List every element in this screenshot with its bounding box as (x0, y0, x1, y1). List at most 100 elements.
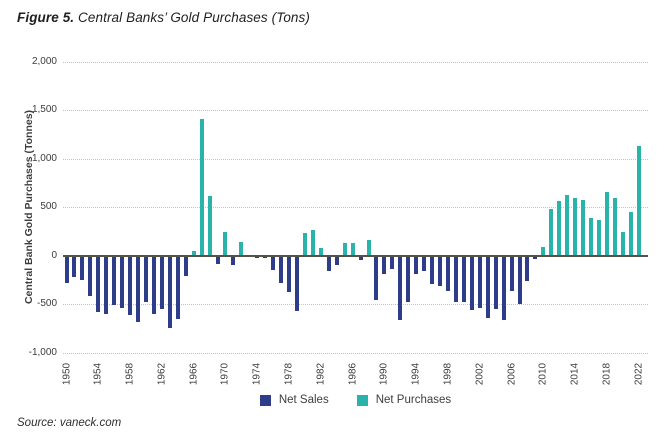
x-tick-label-1994: 1994 (410, 362, 422, 386)
x-tick-label-1998: 1998 (442, 362, 454, 386)
bar-1980 (302, 232, 307, 256)
x-tick-label-1974: 1974 (251, 362, 263, 386)
figure-number: Figure 5. (17, 10, 75, 25)
x-tick-label-1982: 1982 (315, 362, 327, 386)
bar-1998 (446, 255, 450, 292)
bar-1983 (326, 255, 331, 271)
bar-2010 (541, 247, 546, 256)
bar-1994 (414, 255, 419, 274)
y-tick-label--1000: -1,000 (28, 346, 57, 358)
x-tick-label-2006: 2006 (506, 362, 517, 386)
x-tick-label-1986: 1986 (347, 362, 359, 386)
bar-2016 (589, 217, 593, 256)
x-tick-label-1978: 1978 (283, 362, 295, 386)
zero-axis-line (63, 254, 648, 257)
bar-2014 (573, 197, 578, 256)
bar-2005 (501, 255, 506, 320)
bar-1993 (406, 255, 411, 303)
y-tick-label-1000: 1,000 (31, 152, 57, 164)
bar-1992 (398, 255, 403, 321)
x-tick-label-2018: 2018 (601, 362, 613, 386)
bar-1981 (310, 229, 315, 256)
bar-1970 (223, 232, 228, 256)
bar-1968 (207, 195, 212, 256)
x-tick-label-2022: 2022 (633, 362, 645, 386)
bar-1986 (350, 242, 355, 256)
bar-2022 (636, 145, 641, 256)
bar-1976 (271, 255, 276, 271)
bar-1977 (279, 255, 284, 283)
bar-2017 (597, 219, 601, 256)
gridline-1000 (63, 158, 648, 160)
net-sales-label: Net Sales (278, 394, 329, 406)
figure-title-text: Central Banks’ Gold Purchases (Tons) (74, 10, 310, 25)
legend-item-net-purchases: Net Purchases (356, 394, 451, 406)
bar-1954 (96, 255, 101, 313)
bar-1952 (80, 255, 85, 281)
bar-2002 (477, 255, 482, 308)
x-tick-label-1962: 1962 (156, 362, 168, 386)
bar-1996 (430, 255, 435, 284)
bar-1964 (175, 255, 180, 320)
bar-1979 (295, 255, 299, 312)
bar-1999 (453, 255, 458, 303)
bar-2007 (517, 255, 522, 304)
bar-2011 (549, 209, 554, 256)
x-tick-label-1990: 1990 (378, 362, 390, 386)
x-tick-label-1966: 1966 (188, 362, 200, 386)
bar-1956 (112, 255, 117, 306)
x-tick-label-1958: 1958 (124, 362, 136, 386)
bar-1959 (136, 255, 140, 322)
x-tick-label-1950: 1950 (61, 362, 72, 386)
y-tick-label-0: 0 (51, 249, 57, 261)
bar-2015 (581, 200, 586, 256)
bar-2008 (525, 255, 530, 281)
bar-1978 (287, 255, 291, 293)
bar-2006 (509, 255, 514, 292)
bar-2000 (461, 255, 466, 303)
x-tick-label-2002: 2002 (474, 362, 486, 386)
bar-1991 (390, 255, 395, 269)
bar-1951 (72, 255, 77, 277)
bar-2001 (469, 255, 474, 310)
y-tick-label--500: -500 (36, 298, 57, 310)
bar-1990 (382, 255, 387, 274)
bar-2018 (604, 192, 609, 256)
bar-1966 (191, 251, 196, 256)
source-note: Source: vaneck.com (17, 417, 122, 429)
bar-2009 (533, 255, 538, 259)
bar-1969 (215, 255, 220, 264)
bar-2013 (565, 195, 570, 256)
y-tick-label-500: 500 (40, 201, 57, 213)
bar-1960 (144, 255, 148, 303)
x-tick-label-2014: 2014 (569, 362, 581, 386)
bar-1950 (64, 255, 69, 283)
y-tick-label-2000: 2,000 (31, 56, 57, 67)
legend-item-net-sales: Net Sales (259, 394, 329, 406)
bar-2003 (485, 255, 490, 318)
legend: Net Sales Net Purchases (63, 393, 648, 407)
bar-1961 (151, 255, 156, 314)
net-purchases-swatch-icon (356, 394, 368, 406)
bar-1984 (334, 255, 339, 265)
bar-1987 (358, 255, 363, 261)
gridline-500 (63, 207, 648, 209)
bar-1997 (438, 255, 442, 287)
bar-1988 (366, 240, 371, 256)
bar-1957 (120, 255, 125, 308)
bar-1963 (167, 255, 172, 328)
net-sales-swatch-icon (259, 394, 271, 406)
page-title: Figure 5. Central Banks’ Gold Purchases … (17, 9, 310, 27)
bar-1982 (318, 247, 323, 256)
bar-1972 (239, 241, 244, 256)
gridline--1000 (63, 352, 648, 354)
bar-1985 (342, 242, 347, 256)
bar-1974 (255, 255, 260, 259)
x-tick-label-1954: 1954 (92, 362, 104, 386)
bar-1958 (128, 255, 133, 315)
bar-2004 (493, 255, 498, 309)
bar-1965 (183, 255, 188, 276)
bar-2021 (628, 212, 633, 256)
bar-1989 (374, 255, 379, 300)
bar-1962 (159, 255, 164, 309)
